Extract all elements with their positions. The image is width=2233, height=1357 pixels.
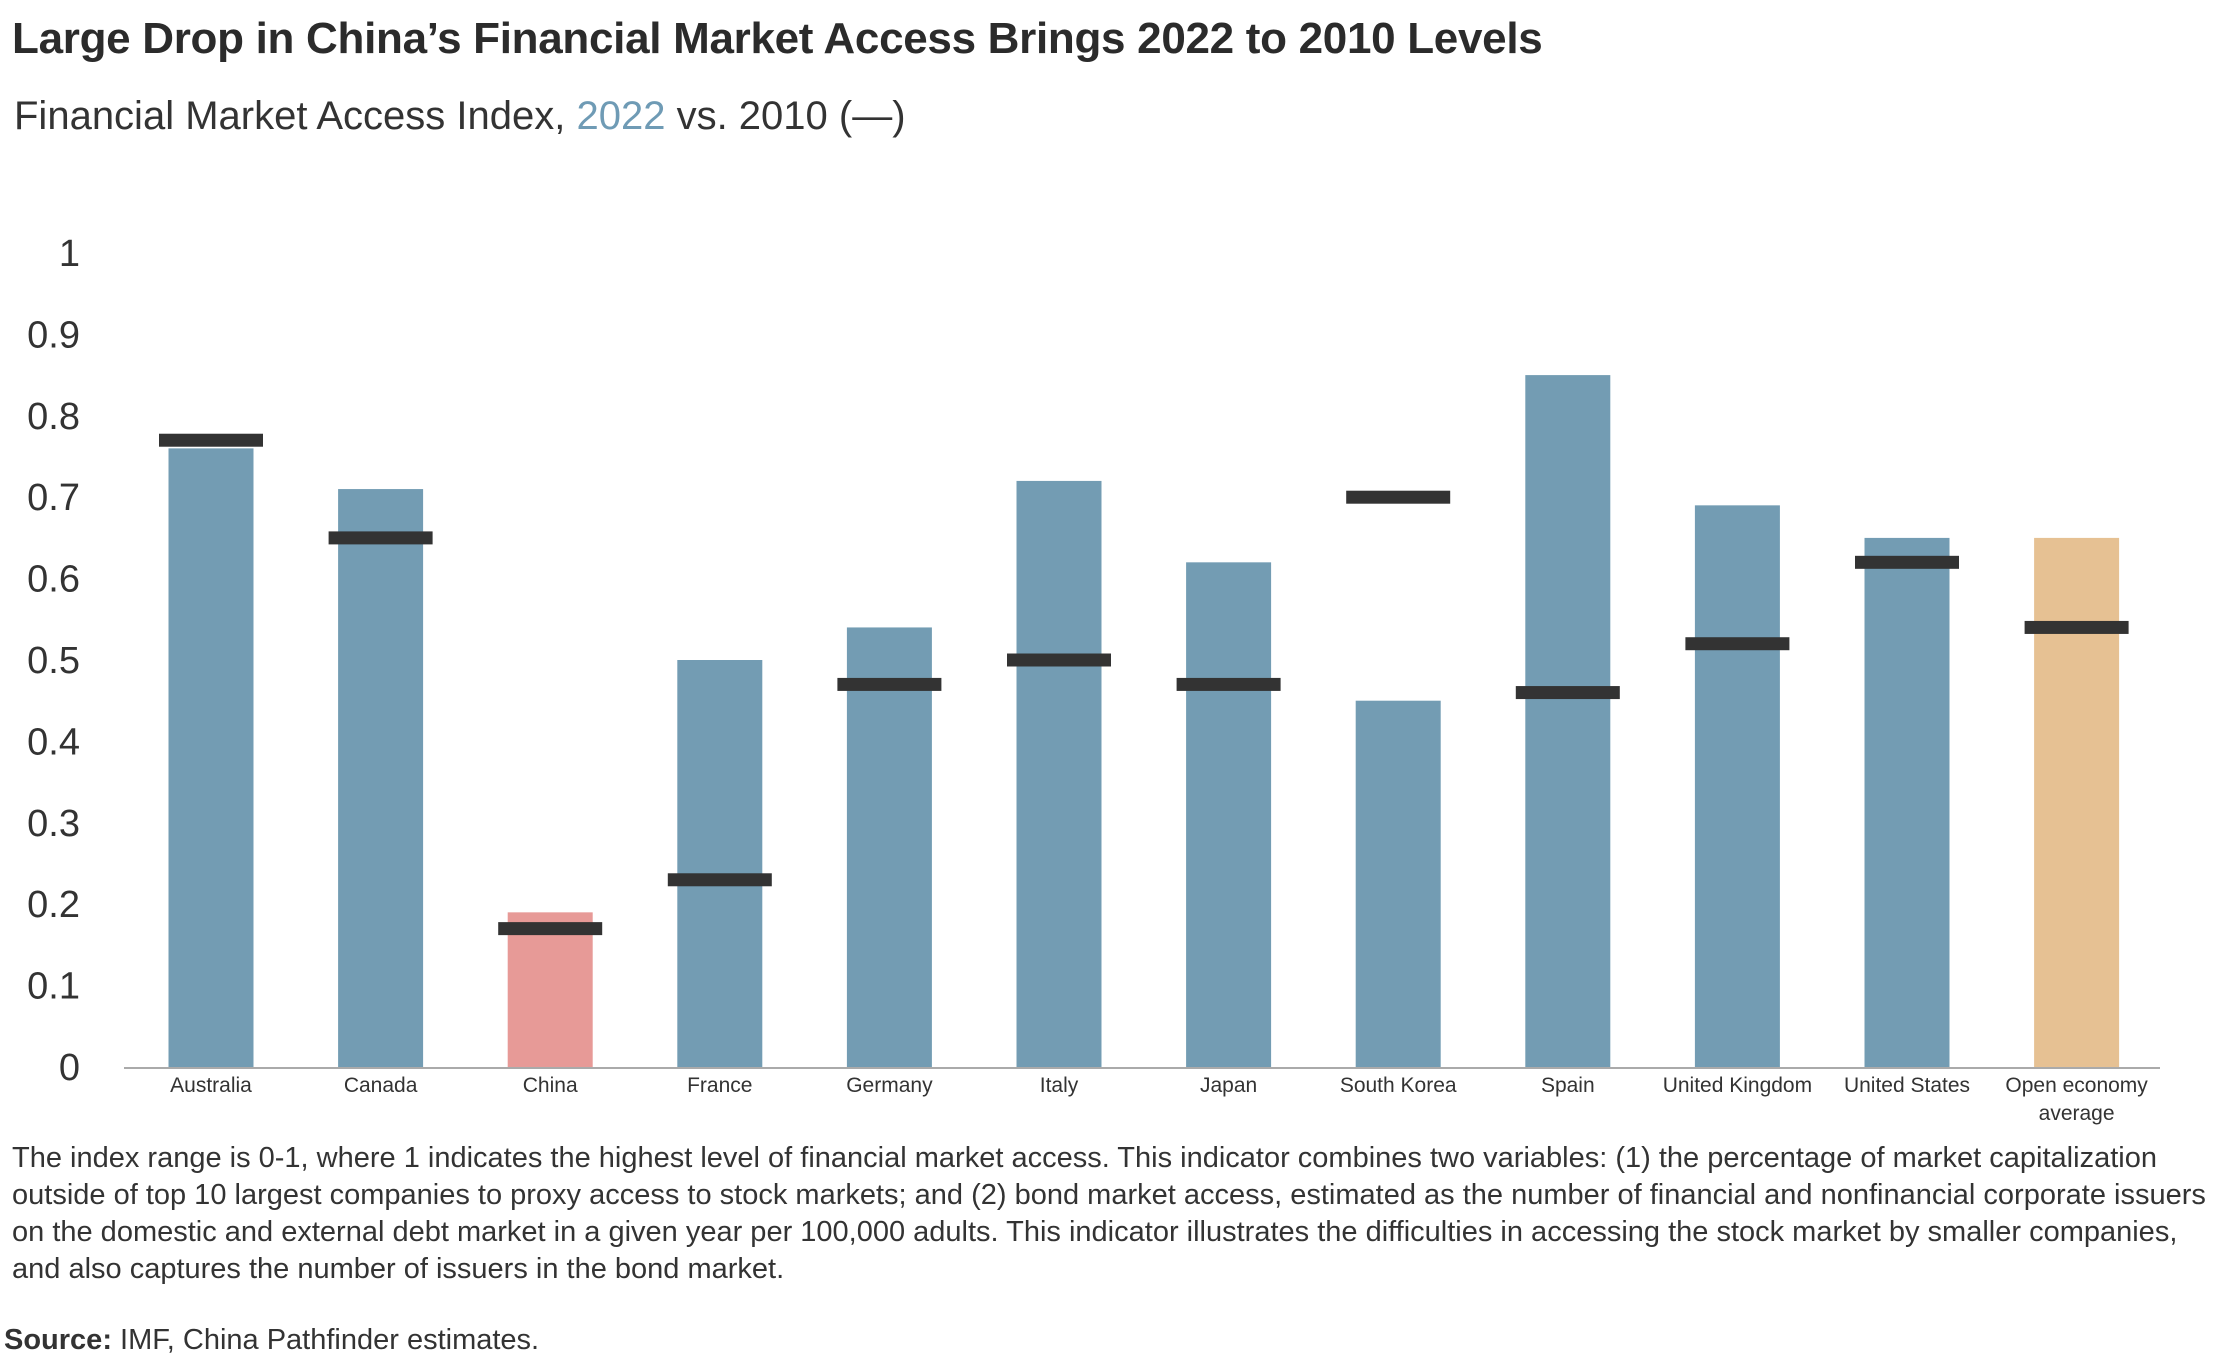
y-tick-label: 0.4 <box>27 721 80 763</box>
chart-note: The index range is 0-1, where 1 indicate… <box>12 1142 2206 1285</box>
bar-2022-japan <box>1186 562 1272 1067</box>
marker-2010-spain <box>1515 686 1620 700</box>
bar-2022-open-economy-average <box>2034 537 2120 1067</box>
source-label: Source: <box>4 1324 112 1356</box>
bar-2022-china <box>507 912 593 1067</box>
chart-subtitle: Financial Market Access Index, 2022 vs. … <box>14 94 906 139</box>
x-tick-label-china: China <box>523 1074 578 1097</box>
y-axis-tick-labels: 0 0.1 0.2 0.3 0.4 0.5 0.6 0.7 0.8 0.9 1 <box>27 233 80 1089</box>
marker-2010-united-kingdom <box>1685 637 1790 651</box>
x-axis-category-labels: Australia Canada China France Germany Italy Ja… <box>170 1074 2148 1125</box>
bar-2022-united-states <box>1864 537 1950 1067</box>
bar-2022-united-kingdom <box>1694 505 1780 1068</box>
marker-2010-australia <box>159 433 263 447</box>
y-tick-label: 0.1 <box>27 966 80 1008</box>
y-tick-label: 0.5 <box>27 640 80 682</box>
x-tick-label-italy: Italy <box>1040 1074 1079 1097</box>
marker-2010-italy <box>1007 653 1111 667</box>
bar-2022-germany <box>846 627 932 1067</box>
bars-2022 <box>168 375 2120 1068</box>
x-tick-label-germany: Germany <box>846 1074 933 1097</box>
x-tick-label-canada: Canada <box>344 1074 418 1097</box>
y-tick-label: 1 <box>59 233 80 275</box>
bar-2022-italy <box>1016 480 1102 1067</box>
y-tick-label: 0.3 <box>27 803 80 845</box>
marker-2010-japan <box>1176 677 1281 691</box>
source-text: IMF, China Pathfinder estimates. <box>111 1324 540 1356</box>
subtitle-highlight-2022: 2022 <box>576 94 666 138</box>
x-tick-label-south-korea: South Korea <box>1340 1074 1457 1097</box>
y-tick-label: 0.8 <box>27 396 80 438</box>
bar-2022-france <box>677 660 763 1067</box>
x-tick-label-united-states: United States <box>1844 1074 1970 1097</box>
bar-2022-south-korea <box>1355 700 1441 1067</box>
x-tick-label-france: France <box>687 1074 752 1097</box>
marker-2010-south-korea <box>1346 490 1451 504</box>
x-tick-label-australia: Australia <box>170 1074 252 1097</box>
marker-2010-france <box>667 873 772 887</box>
x-tick-label-japan: Japan <box>1200 1074 1257 1097</box>
x-tick-label-united-kingdom: United Kingdom <box>1663 1074 1812 1097</box>
bar-chart: 0 0.1 0.2 0.3 0.4 0.5 0.6 0.7 0.8 0.9 1 Australia C… <box>27 233 2160 1125</box>
y-tick-label: 0.6 <box>27 559 80 601</box>
source-line: Source: IMF, China Pathfinder estimates. <box>4 1324 539 1357</box>
y-tick-label: 0.7 <box>27 477 80 519</box>
x-tick-label-open-economy-average: Open economy average <box>2005 1074 2148 1125</box>
y-tick-label: 0 <box>59 1047 80 1089</box>
marker-2010-canada <box>328 531 433 545</box>
subtitle-prefix: Financial Market Access Index, <box>14 94 577 138</box>
chart-title: Large Drop in China’s Financial Market A… <box>12 14 1543 63</box>
y-tick-label: 0.9 <box>27 314 80 356</box>
marker-2010-china <box>498 922 603 936</box>
bar-2022-australia <box>168 448 254 1067</box>
y-tick-label: 0.2 <box>27 884 80 926</box>
marker-2010-germany <box>837 677 942 691</box>
subtitle-suffix: vs. 2010 (—) <box>665 94 906 138</box>
bar-2022-canada <box>338 489 424 1067</box>
bar-2022-spain <box>1525 375 1611 1068</box>
markers-2010 <box>159 433 2129 936</box>
x-tick-label-spain: Spain <box>1541 1074 1595 1097</box>
marker-2010-open-economy-average <box>2024 620 2129 634</box>
marker-2010-united-states <box>1855 555 1959 569</box>
